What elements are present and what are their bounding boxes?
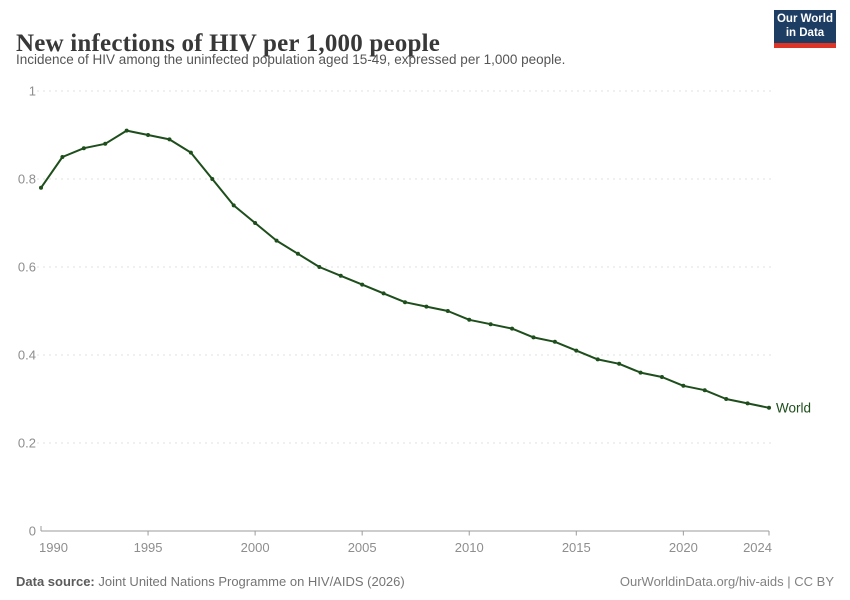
y-tick-label: 0.8 bbox=[18, 172, 36, 187]
data-point[interactable] bbox=[381, 291, 386, 296]
data-point[interactable] bbox=[574, 348, 579, 353]
footer-license: CC BY bbox=[794, 574, 834, 589]
data-point[interactable] bbox=[210, 177, 215, 181]
x-tick-label: 2000 bbox=[241, 540, 270, 555]
data-point[interactable] bbox=[659, 375, 664, 379]
data-point[interactable] bbox=[702, 388, 707, 393]
data-point[interactable] bbox=[360, 282, 365, 287]
data-source-text: Joint United Nations Programme on HIV/AI… bbox=[94, 574, 405, 589]
page-title: New infections of HIV per 1,000 people bbox=[16, 29, 441, 57]
data-point[interactable] bbox=[467, 317, 472, 322]
x-tick-label: 2024 bbox=[743, 540, 772, 555]
data-point[interactable] bbox=[188, 150, 193, 155]
data-point[interactable] bbox=[167, 137, 172, 142]
data-point[interactable] bbox=[638, 370, 643, 375]
data-point[interactable] bbox=[253, 221, 258, 225]
data-point[interactable] bbox=[60, 155, 65, 159]
data-point[interactable] bbox=[103, 141, 108, 146]
data-point[interactable] bbox=[745, 401, 750, 406]
y-tick-label: 0.2 bbox=[18, 436, 36, 451]
data-source-label: Data source: bbox=[16, 574, 95, 589]
data-point[interactable] bbox=[231, 203, 236, 208]
data-point[interactable] bbox=[338, 273, 343, 278]
data-point[interactable] bbox=[124, 128, 129, 133]
y-tick-label: 1 bbox=[29, 84, 36, 99]
chart-footer: Data source: Joint United Nations Progra… bbox=[16, 574, 834, 589]
footer-attribution: OurWorldinData.org/hiv-aids | CC BY bbox=[620, 574, 834, 589]
owid-logo[interactable]: Our World in Data bbox=[774, 10, 836, 48]
data-point[interactable] bbox=[317, 265, 322, 269]
y-tick-label: 0.4 bbox=[18, 348, 36, 363]
y-tick-label: 0 bbox=[29, 524, 36, 539]
x-tick-label: 2005 bbox=[348, 540, 377, 555]
x-tick-label: 1995 bbox=[134, 540, 163, 555]
y-tick-label: 0.6 bbox=[18, 260, 36, 275]
data-point[interactable] bbox=[39, 185, 43, 190]
world-series-line[interactable] bbox=[40, 129, 770, 409]
x-tick-label: 2015 bbox=[562, 540, 591, 555]
owid-logo-line2: in Data bbox=[785, 26, 825, 39]
data-point[interactable] bbox=[424, 304, 429, 309]
data-point[interactable] bbox=[81, 146, 86, 151]
data-point[interactable] bbox=[146, 133, 151, 137]
owid-logo-line1: Our World bbox=[776, 13, 833, 25]
data-point[interactable] bbox=[531, 335, 536, 340]
footer-separator: | bbox=[783, 574, 795, 589]
data-point[interactable] bbox=[724, 397, 729, 401]
data-point[interactable] bbox=[510, 326, 515, 331]
x-tick-label: 2010 bbox=[455, 540, 484, 555]
page-subtitle: Incidence of HIV among the uninfected po… bbox=[16, 52, 566, 67]
data-point[interactable] bbox=[595, 357, 600, 362]
data-point[interactable] bbox=[488, 322, 493, 327]
data-point[interactable] bbox=[274, 238, 279, 243]
data-point[interactable] bbox=[445, 309, 450, 313]
x-tick-label: 2020 bbox=[669, 540, 698, 555]
footer-url[interactable]: OurWorldinData.org/hiv-aids bbox=[619, 574, 784, 589]
data-point[interactable] bbox=[295, 251, 300, 256]
data-point[interactable] bbox=[767, 405, 771, 410]
series-label-world[interactable]: World bbox=[776, 400, 811, 415]
data-point[interactable] bbox=[403, 300, 407, 305]
data-point[interactable] bbox=[552, 339, 557, 344]
data-point[interactable] bbox=[681, 383, 686, 388]
data-source: Data source: Joint United Nations Progra… bbox=[16, 574, 405, 589]
data-point[interactable] bbox=[617, 361, 622, 366]
x-tick-label: 1990 bbox=[39, 540, 68, 555]
